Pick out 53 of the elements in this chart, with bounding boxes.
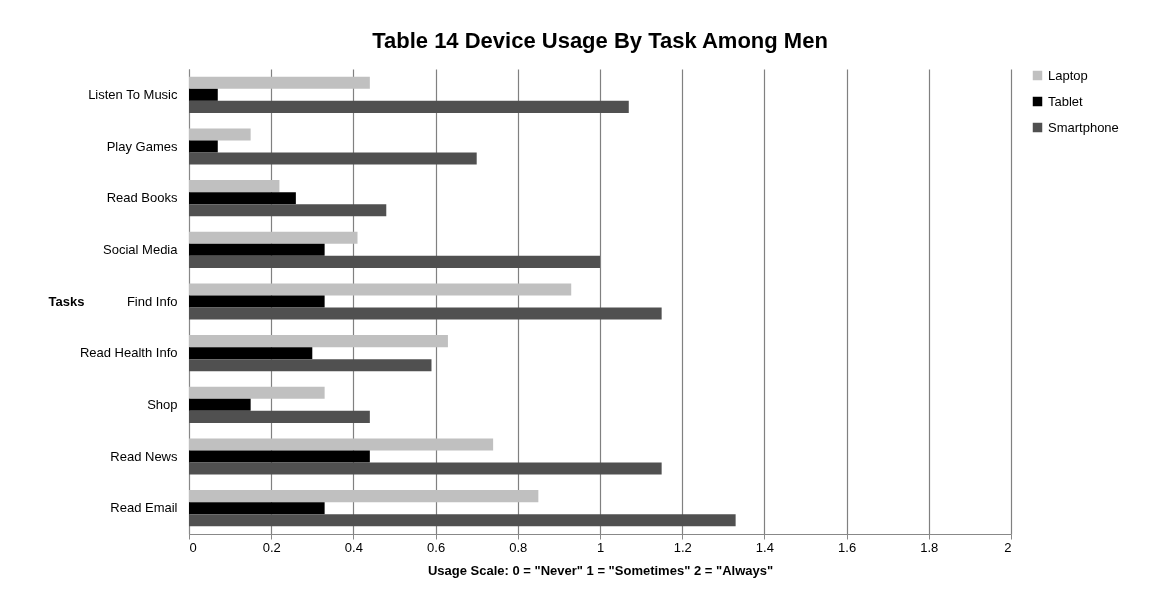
- y-tick-label: Read Health Info: [79, 345, 178, 361]
- bar: [189, 192, 296, 205]
- y-tick-label: Read News: [110, 448, 178, 464]
- y-tick-label: Play Games: [106, 138, 178, 154]
- x-tick-label: 1.8: [920, 539, 939, 555]
- bar: [189, 438, 494, 451]
- y-tick-label: Listen To Music: [88, 86, 178, 102]
- bar: [189, 88, 218, 101]
- bar: [189, 243, 325, 256]
- bar: [189, 180, 280, 193]
- x-tick-label: 1: [596, 539, 605, 555]
- x-tick-label: 0: [189, 539, 197, 555]
- bar: [189, 255, 600, 268]
- y-tick-label: Find Info: [126, 293, 178, 309]
- x-tick-label: 2: [1004, 539, 1012, 555]
- y-tick-label: Read Email: [110, 500, 178, 516]
- bar: [189, 502, 325, 515]
- bar: [189, 295, 325, 308]
- bar: [189, 398, 251, 411]
- x-tick-label: 0.4: [344, 539, 363, 555]
- bar: [189, 359, 432, 372]
- bar: [189, 140, 218, 153]
- bar: [189, 100, 629, 113]
- chart-title: Table 14 Device Usage By Task Among Men: [372, 28, 828, 53]
- bar: [189, 204, 387, 217]
- bar: [189, 450, 370, 463]
- y-tick-label: Read Books: [106, 190, 178, 206]
- bar: [189, 152, 477, 165]
- x-tick-label: 0.6: [427, 539, 446, 555]
- bar: [189, 462, 662, 475]
- bar: [189, 335, 448, 348]
- legend-label: Laptop: [1048, 67, 1088, 83]
- bar: [189, 347, 313, 360]
- bar: [189, 514, 736, 527]
- x-tick-label: 1.2: [673, 539, 692, 555]
- x-tick-label: 1.4: [755, 539, 774, 555]
- x-tick-label: 0.2: [262, 539, 281, 555]
- bar: [189, 490, 539, 503]
- x-axis-title: Usage Scale: 0 = "Never" 1 = "Sometimes" 2 = "Always": [427, 562, 774, 578]
- y-tick-label: Social Media: [103, 241, 179, 257]
- x-tick-label: 0.8: [509, 539, 528, 555]
- bar: [189, 410, 370, 423]
- legend-label: Tablet: [1048, 93, 1084, 109]
- bar: [189, 128, 251, 141]
- bar: [189, 76, 370, 89]
- y-tick-label: Shop: [147, 396, 178, 412]
- x-tick-label: 1.6: [838, 539, 857, 555]
- bar: [189, 386, 325, 399]
- bar: [189, 283, 572, 296]
- legend-label: Smartphone: [1048, 119, 1119, 135]
- bar: [189, 231, 358, 244]
- bar: [189, 307, 662, 320]
- y-axis-title: Tasks: [48, 293, 85, 309]
